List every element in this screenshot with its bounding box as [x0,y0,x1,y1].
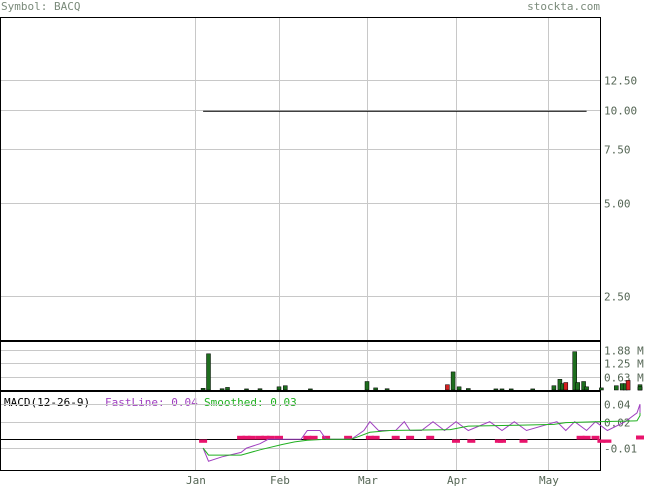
volume-bar [551,385,557,391]
macd-histogram-bar [426,435,435,440]
macd-histogram-bar [247,435,256,440]
price-tick-label: 7.50 [604,144,631,157]
macd-histogram-bar [636,435,644,440]
macd-histogram-bar [303,435,312,440]
macd-fastline-label: FastLine: 0.04 [105,396,198,409]
volume-bar [599,387,604,391]
macd-tick-label: 0.02 [604,417,631,430]
macd-smoothed-line [202,412,641,456]
macd-histogram-bar [406,435,415,440]
volume-bar [200,388,206,391]
price-tick-label: 10.00 [604,105,637,118]
volume-bar [308,388,313,391]
volume-bar [530,388,535,391]
macd-frame [0,391,601,471]
macd-histogram-bar [275,435,283,440]
volume-bar [257,388,263,391]
volume-bar [584,386,589,391]
site-label: stockta.com [527,0,600,13]
macd-tick-label: 0.04 [604,399,631,412]
macd-histogram-bar [199,439,208,443]
macd-histogram-bar [582,435,591,440]
x-tick-label: Apr [447,474,467,486]
volume-bar [508,388,514,391]
volume-tick-label: 1.88 M [604,345,644,358]
volume-bar [276,386,282,391]
x-tick-label: May [539,474,559,486]
macd-histogram-bar [391,435,400,440]
volume-bar [450,371,456,391]
volume-bar [493,388,499,391]
volume-bar [225,387,230,391]
volume-bar [456,386,462,391]
macd-title: MACD(12-26-9) [4,396,90,409]
volume-bar [575,382,580,391]
macd-histogram-bar [309,435,318,440]
macd-histogram-bar [498,439,506,443]
macd-histogram-bar [371,435,380,440]
price-tick-label: 12.50 [604,75,637,88]
volume-bar [466,388,471,391]
volume-bar [364,381,370,391]
macd-histogram-bar [266,435,275,440]
volume-bar [283,385,288,391]
macd-fastline [202,404,641,462]
volume-bar [563,382,569,391]
volume-bar [373,387,378,391]
macd-panel: MACD(12-26-9) FastLine: 0.04 Smoothed: 0… [0,391,644,471]
price-panel: 12.50 10.00 7.50 5.00 2.50 [0,17,637,341]
macd-histogram-bar [467,439,476,443]
macd-histogram-bar [603,439,612,443]
macd-smoothed-label: Smoothed: 0.03 [204,396,297,409]
macd-histogram-bar [344,435,353,440]
volume-bar [206,353,211,391]
volume-tick-label: 0.63 M [604,372,644,385]
volume-bar [572,351,577,391]
macd-histogram-bar [597,439,606,443]
macd-histogram-bar [576,435,585,440]
macd-histogram-bar [591,435,600,440]
volume-tick-label: 1.25 M [604,358,644,371]
macd-histogram-bar [452,439,460,443]
macd-histogram-bar [242,435,251,440]
macd-histogram-bar [322,435,331,440]
volume-bar [625,380,631,391]
symbol-label: Symbol: BACQ [1,0,81,13]
price-tick-label: 2.50 [604,291,631,304]
volume-bar [499,388,505,391]
volume-bar [445,384,450,391]
volume-bar [614,385,619,391]
volume-panel: 1.88 M1.25 M0.63 M [0,341,644,391]
macd-histogram-bar [365,435,374,440]
macd-histogram-bar [261,435,270,440]
price-tick-label: 5.00 [604,198,631,211]
macd-histogram-bar [237,435,246,440]
volume-bar [581,381,586,391]
x-tick-label: Mar [358,474,378,486]
volume-bar [384,388,390,391]
macd-tick-label: -0.01 [604,443,637,456]
x-axis: Jan Feb Mar Apr May [186,474,559,486]
x-tick-label: Feb [270,474,290,486]
price-frame [0,17,601,341]
macd-histogram-bar [519,439,528,443]
x-tick-label: Jan [186,474,206,486]
volume-bar [637,386,643,391]
macd-histogram-bar [256,435,264,440]
volume-bar [219,388,225,391]
volume-frame [0,341,601,391]
volume-bar [244,388,249,391]
